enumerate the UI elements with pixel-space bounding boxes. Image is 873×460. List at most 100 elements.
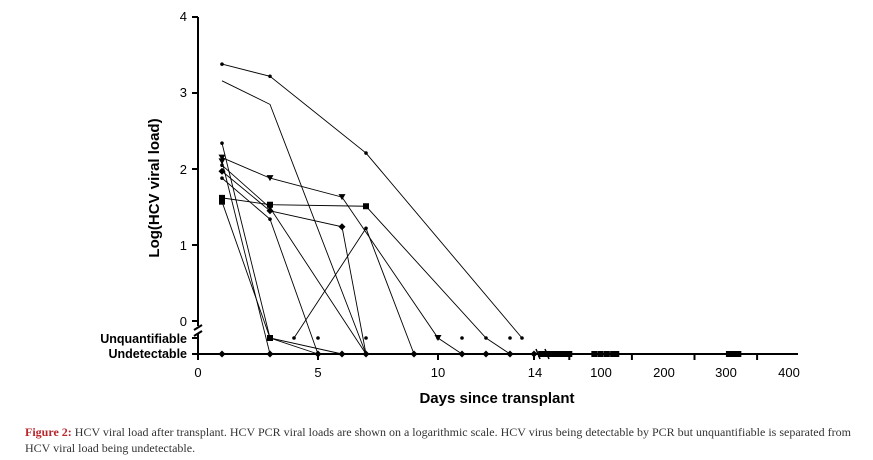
undetectable-marker-16 (553, 351, 560, 357)
series-11-point-1 (292, 336, 296, 340)
y-tick-label-1: 1 (180, 238, 187, 253)
undetectable-marker-5 (362, 350, 370, 358)
y-tick-label-3: 3 (180, 85, 187, 100)
series-4-point-1 (218, 154, 226, 161)
undetectable-marker-15 (550, 351, 557, 357)
series-4-point-3 (338, 194, 346, 201)
undetectable-marker-10 (530, 350, 538, 358)
series-1-point-4 (520, 336, 524, 340)
x-tick-label-14: 14 (528, 365, 542, 380)
undetectable-marker-28 (732, 351, 739, 357)
undetectable-marker-25 (613, 351, 620, 357)
caption-lead: Figure 2: (25, 425, 72, 439)
series-1-point-1 (220, 62, 224, 66)
series-1-line (221, 63, 523, 339)
series-5 (218, 158, 272, 356)
series-11-point-2 (364, 226, 368, 231)
y-axis-break-mark-1 (193, 324, 203, 331)
undetectable-marker-14 (547, 351, 554, 357)
series-10-line (221, 201, 319, 355)
series-7-point-3 (363, 203, 369, 210)
y-axis-break-mark-2 (193, 330, 203, 337)
undetectable-marker-3 (314, 350, 322, 358)
y-tick-label-2: 2 (180, 162, 187, 177)
undetectable-marker-4 (338, 350, 346, 358)
axis-tick-marks (192, 16, 759, 360)
undetectable-marker-11 (538, 351, 545, 357)
undetectable-marker-20 (566, 351, 573, 357)
undetectable-marker-22 (597, 351, 604, 357)
series-8 (218, 167, 368, 356)
viral-load-chart: 0 1 2 3 4 Unquantifiable Undetectable Lo… (100, 9, 800, 407)
unquantifiable-marker-5 (460, 336, 464, 340)
series-5-point-1 (218, 158, 226, 165)
caption-text: HCV viral load after transplant. HCV PCR… (25, 425, 851, 455)
undetectable-marker-12 (541, 351, 548, 357)
undetectable-marker-2 (266, 350, 274, 358)
series-8-line (221, 170, 367, 355)
undetectable-marker-1 (218, 350, 226, 358)
series-1-point-3 (364, 151, 368, 155)
unquantifiable-marker-6 (508, 336, 512, 340)
undetectable-marker-29 (735, 351, 742, 357)
series-6-point-1 (220, 163, 224, 167)
series-2 (221, 80, 368, 356)
y-category-unquantifiable: Unquantifiable (100, 332, 187, 346)
x-tick-label-200: 200 (653, 365, 675, 380)
series-8-point-1 (218, 167, 226, 175)
series-8-point-3 (338, 223, 346, 231)
x-tick-label-400: 400 (778, 365, 800, 380)
series-7-line (221, 197, 511, 355)
series-2-line (221, 80, 367, 355)
undetectable-marker-13 (544, 351, 551, 357)
series-7-point-2 (267, 201, 273, 208)
x-tick-label-0: 0 (194, 365, 201, 380)
unquantifiable-marker-2 (316, 336, 320, 340)
undetectable-marker-7 (458, 350, 466, 358)
series-7 (219, 194, 512, 356)
x-tick-label-5: 5 (314, 365, 321, 380)
y-category-undetectable: Undetectable (109, 347, 188, 361)
undetectable-marker-18 (560, 351, 567, 357)
series-4-line (221, 157, 463, 355)
series-9-point-2 (268, 217, 272, 221)
x-axis-title: Days since transplant (419, 390, 574, 407)
y-tick-label-4: 4 (180, 9, 187, 24)
series-10 (219, 198, 320, 356)
series-9-point-1 (220, 176, 224, 180)
series-3-line (221, 143, 343, 355)
unquantifiable-marker-1 (267, 335, 273, 341)
undetectable-marker-17 (556, 351, 563, 357)
series-8-point-2 (266, 207, 274, 215)
series-6-line (221, 164, 367, 355)
undetectable-marker-24 (610, 351, 617, 357)
unquantifiable-marker-3 (364, 336, 368, 340)
series-layer (218, 62, 524, 356)
series-4-point-2 (266, 175, 274, 182)
series-3-point-1 (220, 141, 224, 145)
undetectable-marker-27 (729, 351, 736, 357)
figure-caption: Figure 2: HCV viral load after transplan… (25, 424, 865, 456)
baseline-marker-layer (218, 335, 742, 358)
undetectable-marker-21 (591, 351, 598, 357)
series-7-point-1 (219, 194, 225, 201)
x-axis: 0 5 10 14 100 200 300 400 Days since tra… (194, 348, 800, 407)
series-1-point-2 (268, 74, 272, 79)
series-5-line (221, 161, 271, 355)
y-axis: 0 1 2 3 4 Unquantifiable Undetectable Lo… (100, 9, 203, 361)
undetectable-marker-19 (563, 351, 570, 357)
series-1 (220, 62, 524, 340)
y-axis-title: Log(HCV viral load) (146, 118, 163, 257)
undetectable-marker-23 (603, 351, 610, 357)
series-4 (218, 154, 464, 356)
y-tick-label-0: 0 (180, 314, 187, 329)
undetectable-marker-8 (482, 350, 490, 358)
undetectable-marker-6 (410, 350, 418, 358)
series-7-point-4 (484, 336, 488, 340)
unquantifiable-marker-4 (434, 335, 442, 341)
undetectable-marker-26 (725, 351, 732, 357)
x-tick-label-300: 300 (715, 365, 737, 380)
x-tick-label-100: 100 (590, 365, 612, 380)
series-10-point-1 (219, 198, 225, 205)
undetectable-marker-9 (506, 350, 514, 358)
